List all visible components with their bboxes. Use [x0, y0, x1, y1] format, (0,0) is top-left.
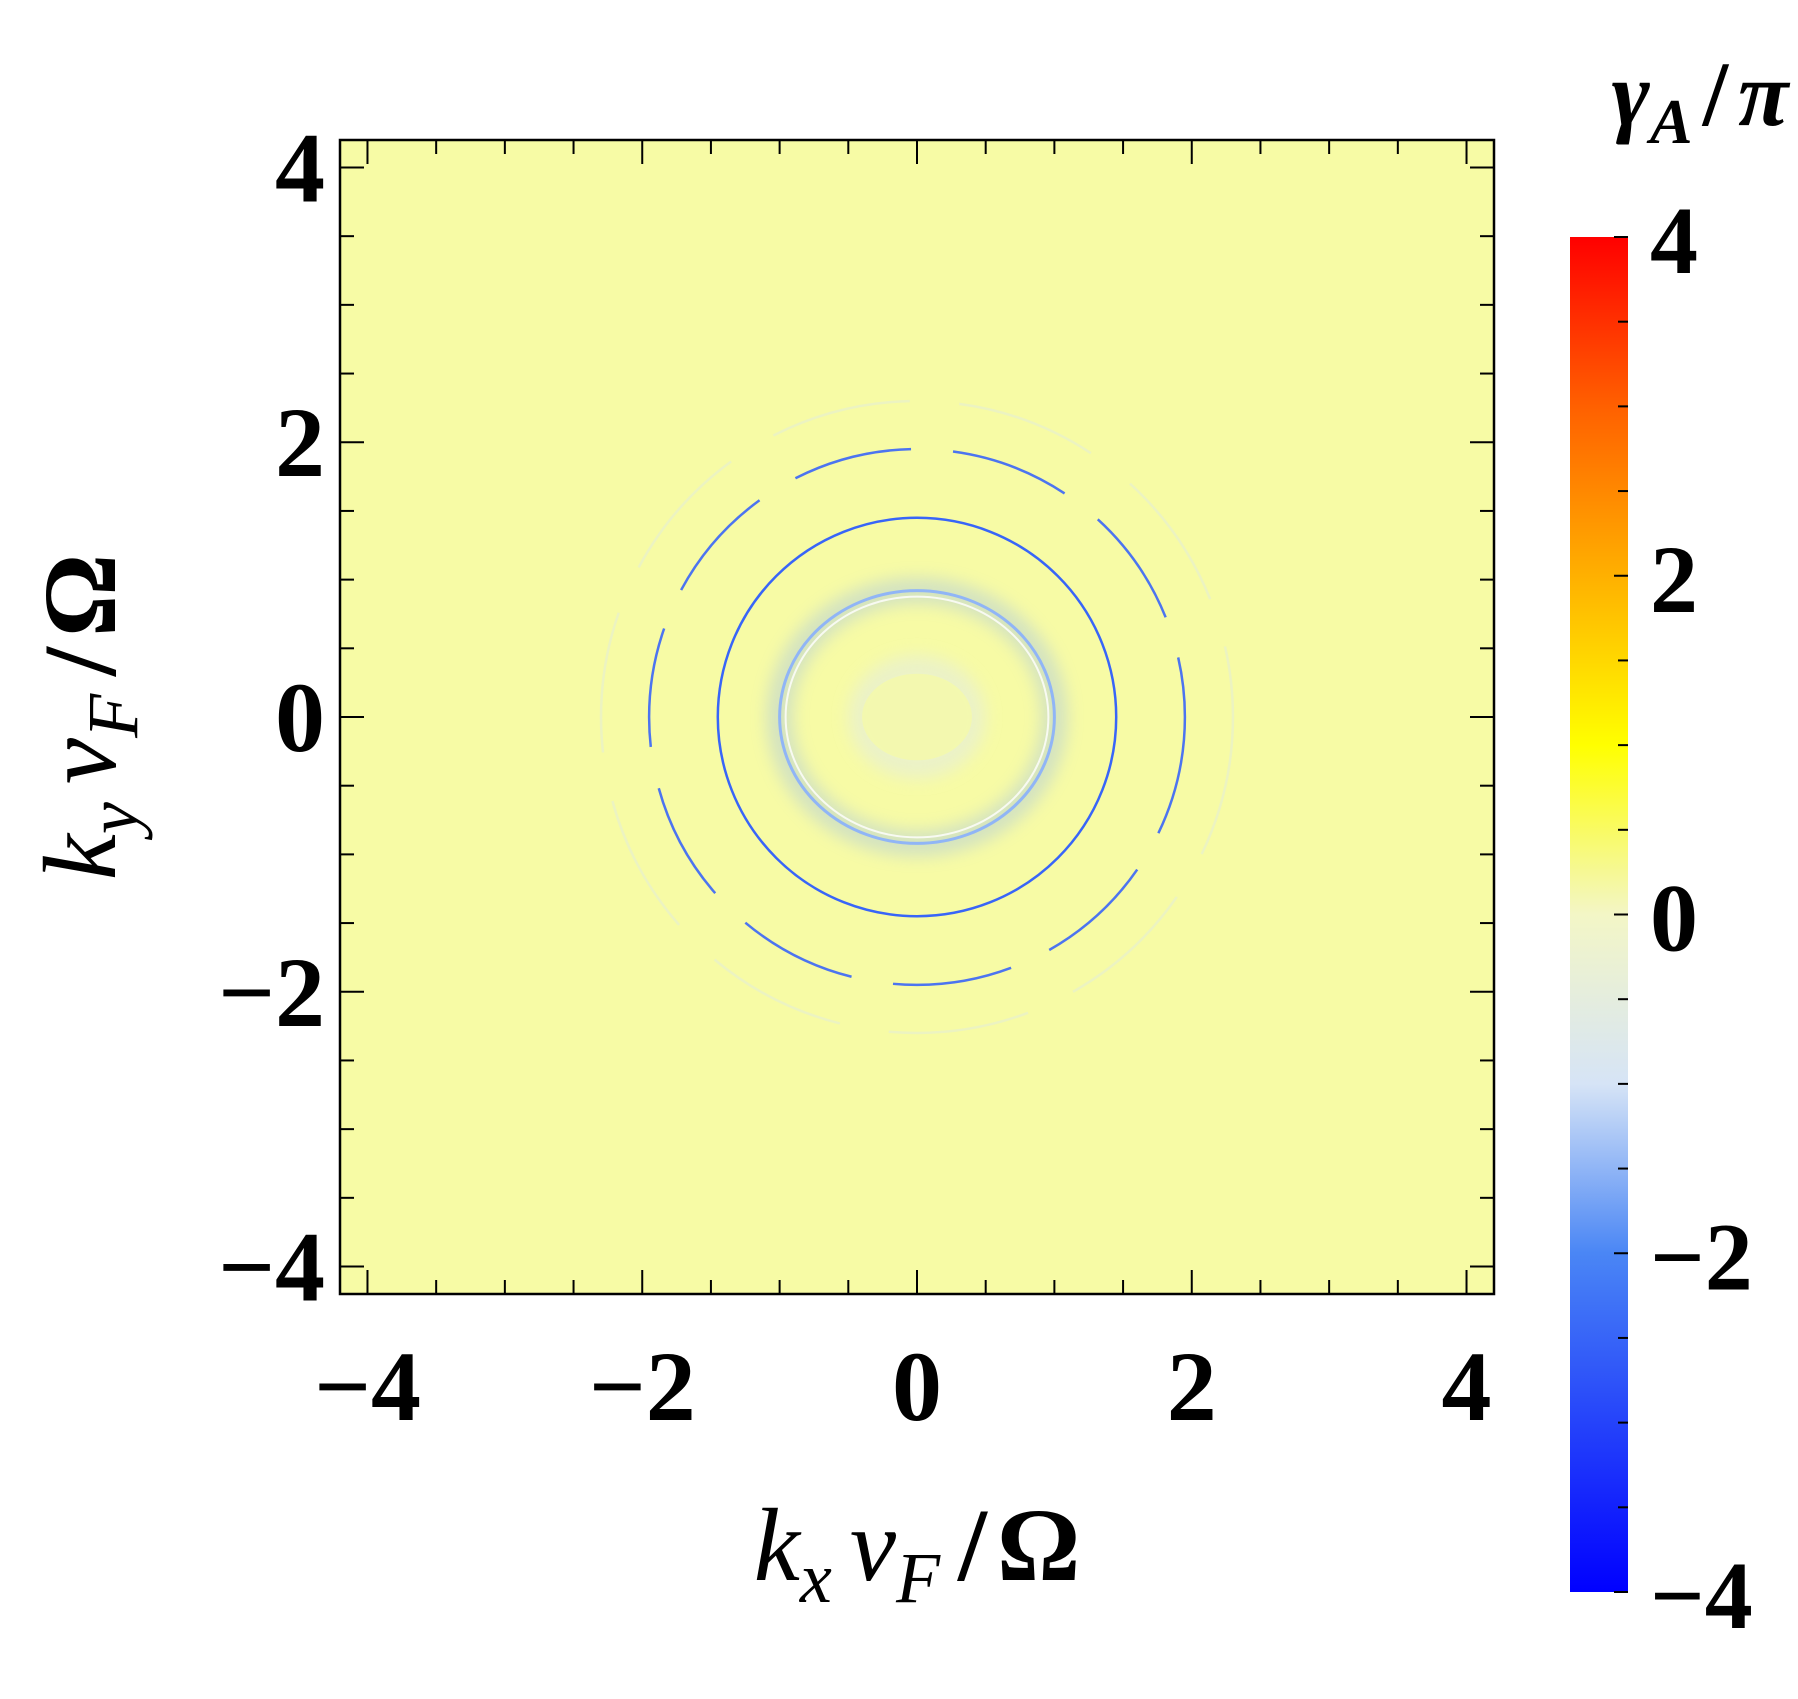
y-tick-label: 2 — [275, 387, 325, 498]
y-tick-label: −4 — [218, 1212, 325, 1323]
colorbar-title: γA / π — [1612, 43, 1792, 157]
y-tick-label: −2 — [218, 937, 325, 1048]
colorbar-tick-label: −2 — [1650, 1203, 1753, 1310]
x-tick-label: −2 — [589, 1331, 696, 1442]
y-tick-labels: −4 −2 0 2 4 — [218, 112, 325, 1322]
x-axis-title: kx vF/Ω — [754, 1488, 1080, 1618]
inner-ring-highlight — [784, 595, 1050, 839]
colorbar-tick-label: 4 — [1650, 187, 1698, 294]
colorbar-tick-label: 0 — [1650, 865, 1698, 972]
y-axis-title: kyvF/Ω — [23, 554, 153, 880]
y-tick-label: 0 — [275, 662, 325, 773]
middle-ring — [716, 516, 1118, 918]
axis-ticks — [340, 140, 1494, 1294]
colorbar-tick-label: 2 — [1650, 526, 1698, 633]
x-tick-label: 4 — [1442, 1331, 1492, 1442]
heatmap-features — [599, 399, 1235, 1035]
central-lobe — [848, 655, 986, 779]
x-tick-label: 0 — [892, 1331, 942, 1442]
x-tick-label: −4 — [314, 1331, 421, 1442]
y-tick-label: 4 — [275, 112, 325, 223]
inner-ring-line — [778, 589, 1056, 845]
colorbar-tick-labels: −4 −2 0 2 4 — [1650, 187, 1753, 1649]
faint-ring — [599, 399, 1235, 1035]
x-tick-labels: −4 −2 0 2 4 — [314, 1331, 1492, 1442]
inner-ring — [766, 577, 1068, 857]
colorbar-tick-label: −4 — [1650, 1542, 1753, 1649]
outer-ring — [647, 447, 1187, 987]
colorbar-ticks — [1614, 236, 1628, 1593]
x-tick-label: 2 — [1167, 1331, 1217, 1442]
central-lobe-core — [862, 673, 972, 761]
